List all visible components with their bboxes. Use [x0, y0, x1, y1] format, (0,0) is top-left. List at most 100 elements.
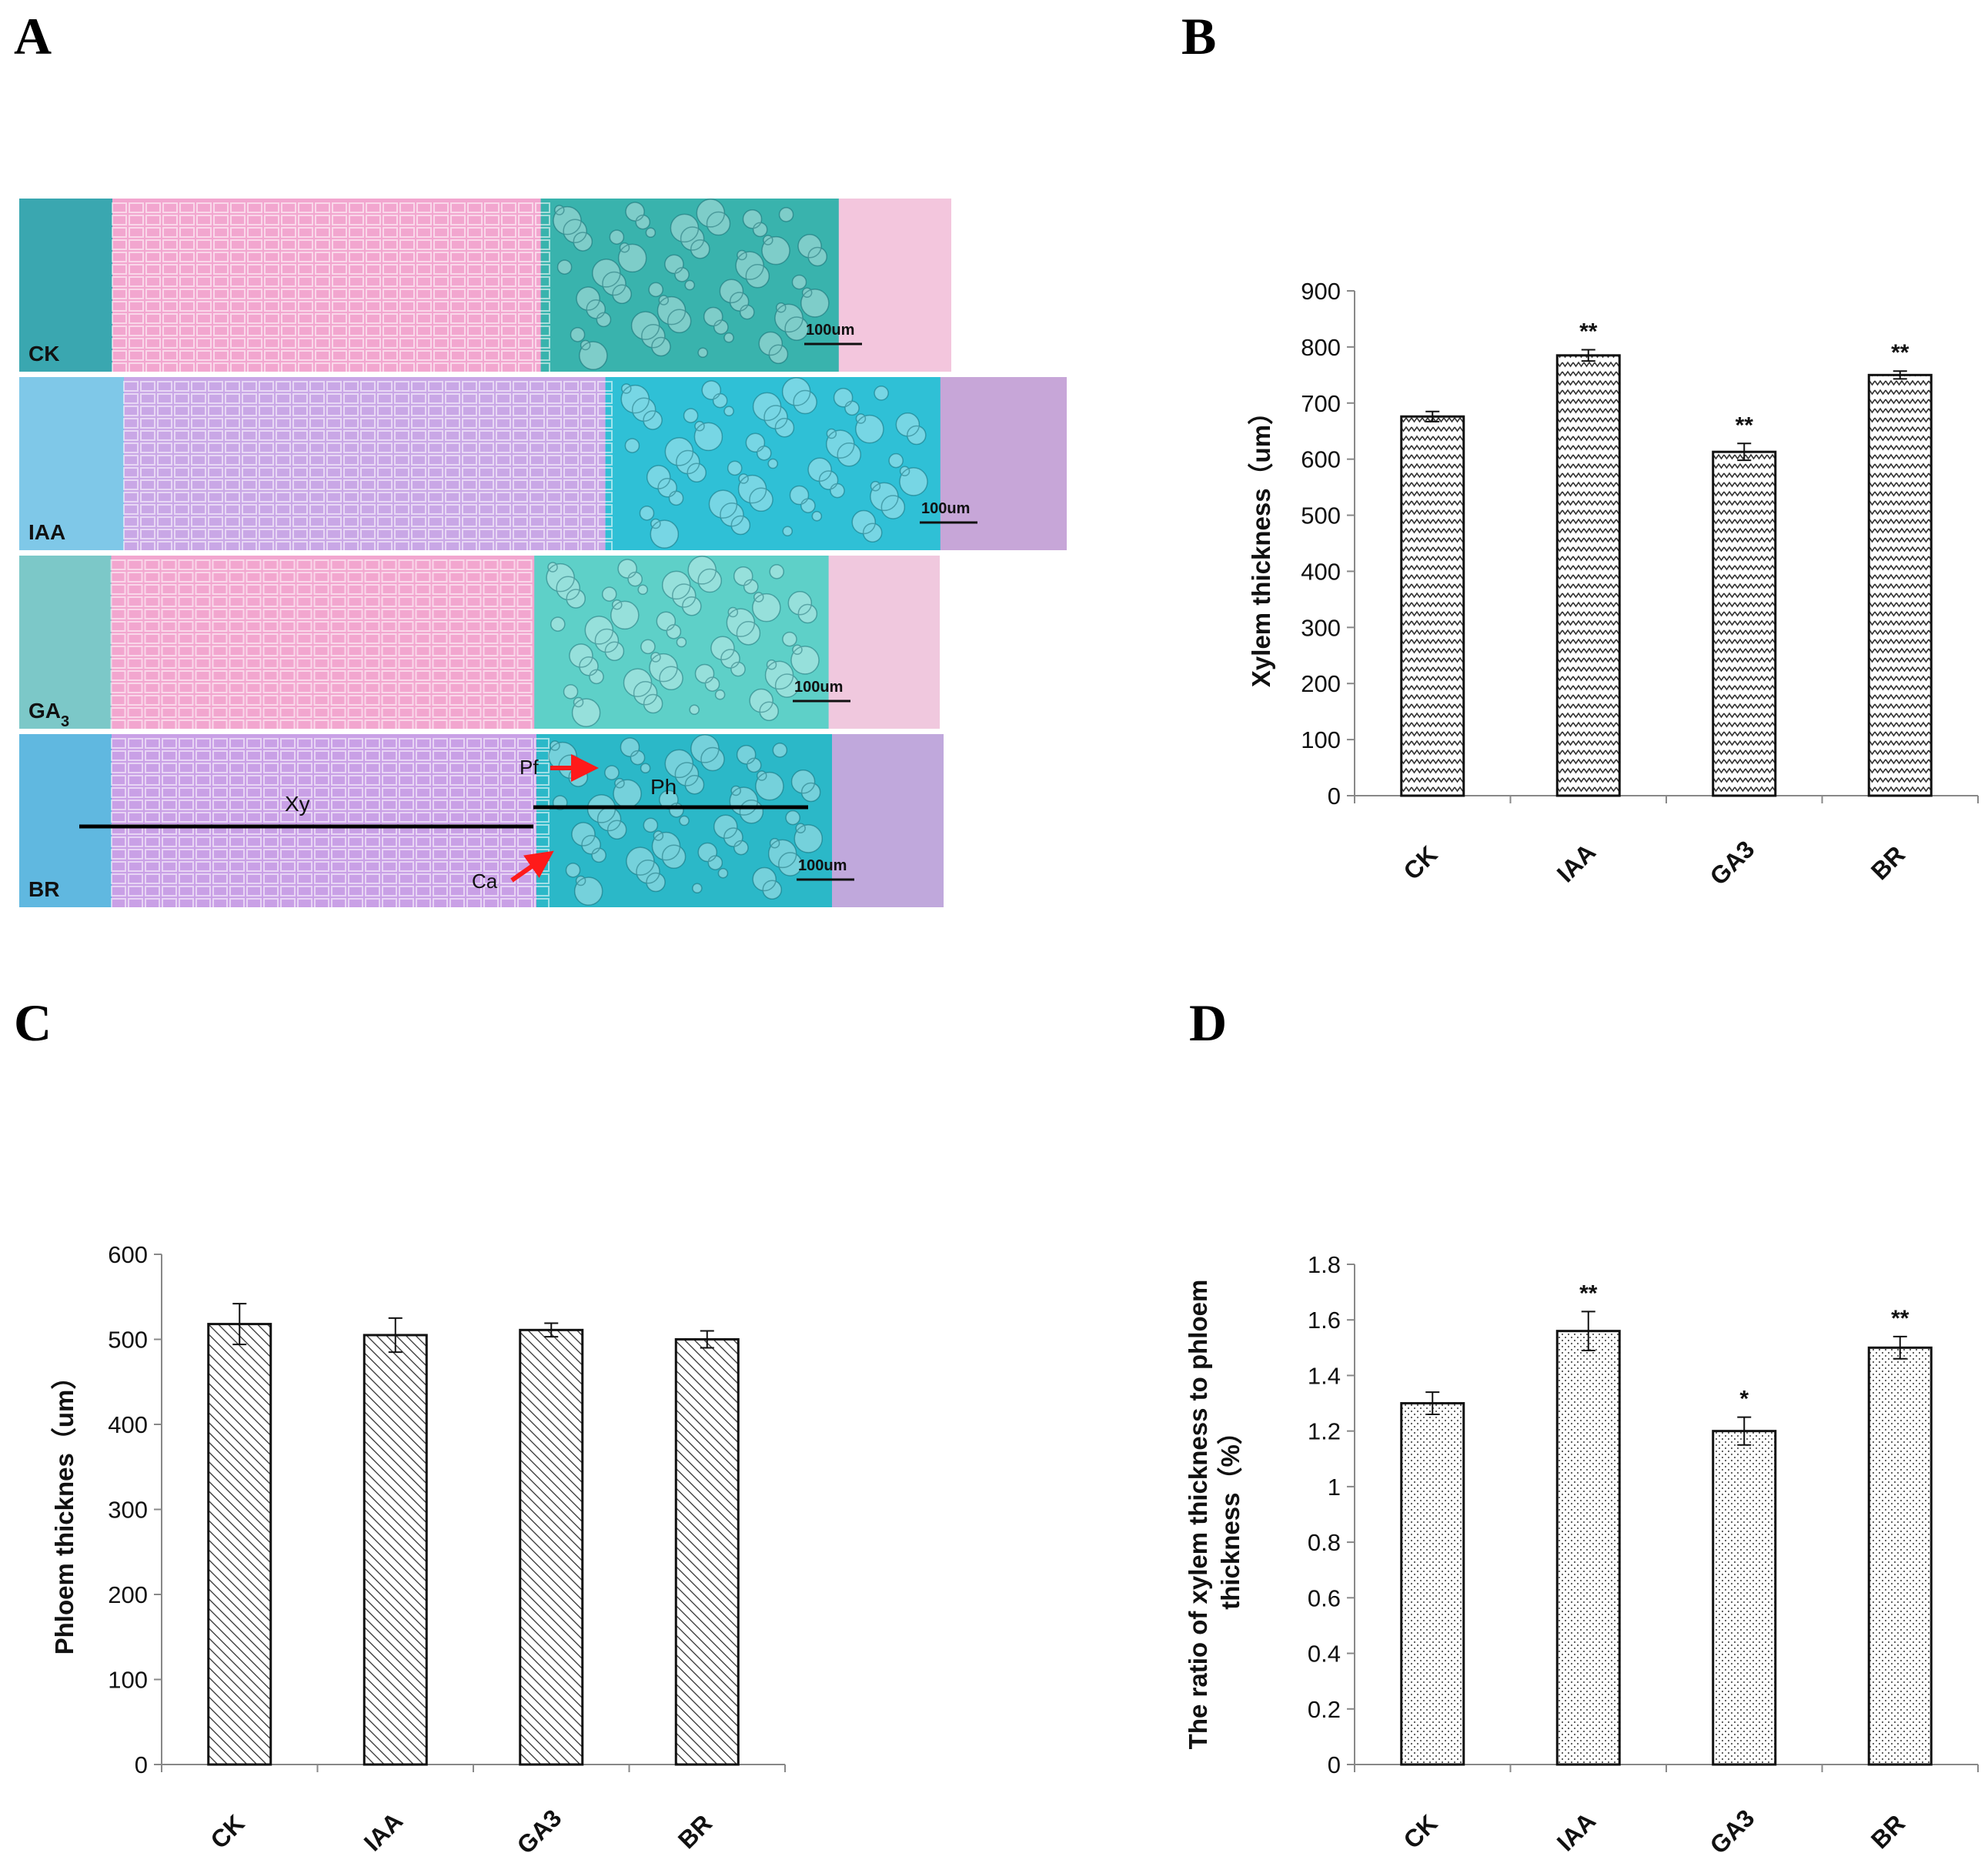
y-tick-label: 0.8	[1308, 1529, 1341, 1556]
scale-bar-label: 100um	[794, 679, 843, 696]
x-tick-label: GA3	[511, 1804, 566, 1853]
xylem-cell-texture	[112, 202, 550, 373]
y-tick-label: 100	[108, 1667, 148, 1694]
micrograph-strip-br: BR 100um	[19, 734, 944, 909]
y-tick-label: 1.4	[1308, 1362, 1341, 1389]
y-tick-label: 200	[1301, 670, 1341, 697]
y-tick-label: 700	[1301, 390, 1341, 417]
tissue-region	[19, 734, 112, 907]
tissue-region	[540, 199, 840, 372]
y-tick-label: 400	[108, 1411, 148, 1438]
scale-bar-label: 100um	[921, 500, 970, 517]
phloem-cell-texture	[553, 199, 830, 370]
strip-label: BR	[28, 877, 59, 901]
y-axis-label: thickness（%）	[1216, 1419, 1245, 1610]
chart-xylem-phloem-ratio: 0 0.2 0.4 0.6 0.8 1 1.2 1.4 1.6 1.8 CK ** IAA * GA3 ** B…	[1184, 1251, 1979, 1853]
scale-bar-label: 100um	[798, 857, 847, 874]
x-tick-label: IAA	[1552, 838, 1601, 887]
significance-marker: **	[1891, 340, 1909, 366]
y-tick-label: 1.6	[1308, 1307, 1341, 1334]
panel-label-b: B	[1181, 7, 1217, 65]
xylem-label: Xy	[285, 792, 310, 816]
tissue-region	[605, 377, 941, 550]
tissue-region	[19, 377, 125, 550]
y-tick-label: 500	[108, 1327, 148, 1354]
bar-ga3	[1712, 1430, 1777, 1766]
xylem-cell-texture	[110, 559, 533, 730]
y-tick-label: 600	[1301, 446, 1341, 473]
bar-ga3	[1712, 450, 1777, 797]
tissue-region	[19, 199, 113, 372]
tissue-region	[534, 556, 830, 729]
tissue-region	[828, 556, 940, 729]
ca-label: Ca	[472, 870, 498, 893]
phloem-label: Ph	[650, 775, 677, 799]
significance-marker: *	[1739, 1387, 1749, 1412]
bar-ck	[1400, 1402, 1465, 1766]
bar-iaa	[363, 1334, 428, 1766]
phloem-cell-texture	[546, 556, 820, 727]
micrograph-strip-iaa: IAA 100um	[19, 377, 1067, 552]
x-tick-label: CK	[205, 1809, 249, 1853]
x-tick-label: BR	[1866, 1809, 1910, 1853]
phloem-cell-texture	[620, 377, 928, 549]
y-tick-label: 400	[1301, 558, 1341, 585]
x-tick-label: CK	[1398, 1809, 1442, 1853]
chart-xylem-thickness: 0 100 200 300 400 500 600 700 800 900 CK ** IAA ** GA3…	[1247, 278, 1979, 890]
bar-iaa	[1555, 354, 1621, 797]
panel-label-c: C	[14, 993, 52, 1052]
bar-ck	[207, 1323, 272, 1766]
y-axis-label: Phloem thicknes（um）	[50, 1364, 79, 1655]
significance-marker: **	[1891, 1306, 1909, 1331]
micrograph-panel: CK 100um IAA 100um GA3 100um BR 100um Xy Ph Pf Ca	[19, 199, 1067, 909]
micrograph-strip-ck: CK 100um	[19, 199, 951, 373]
bar-br	[674, 1338, 740, 1766]
significance-marker: **	[1579, 1280, 1598, 1306]
bar-ga3	[519, 1328, 584, 1766]
y-tick-label: 1.2	[1308, 1418, 1341, 1445]
x-tick-label: IAA	[1552, 1807, 1601, 1853]
x-tick-label: CK	[1398, 840, 1442, 885]
ca-arrow	[510, 850, 554, 883]
y-tick-label: 300	[1301, 614, 1341, 641]
strip-label: IAA	[28, 520, 65, 544]
y-tick-label: 0	[135, 1751, 148, 1778]
y-axis-label: Xylem thickness（um）	[1247, 399, 1275, 687]
y-tick-label: 600	[108, 1241, 148, 1268]
tissue-region	[832, 734, 944, 907]
bar-br	[1867, 1346, 1933, 1766]
panel-label-d: D	[1189, 993, 1228, 1052]
y-tick-label: 0	[1328, 1751, 1341, 1778]
significance-marker: **	[1579, 319, 1598, 345]
y-axis-label: The ratio of xylem thickness to phloem	[1184, 1280, 1212, 1750]
y-tick-label: 0	[1328, 783, 1341, 810]
x-tick-label: GA3	[1704, 835, 1759, 890]
bar-br	[1867, 373, 1933, 797]
micrograph-strip-ga: GA3 100um	[19, 556, 940, 730]
y-tick-label: 0.6	[1308, 1584, 1341, 1611]
strip-label: CK	[28, 342, 59, 366]
pf-label: Pf	[520, 756, 539, 779]
y-tick-label: 1.8	[1308, 1251, 1341, 1278]
y-tick-label: 200	[108, 1581, 148, 1608]
xylem-cell-texture	[123, 381, 613, 552]
x-tick-label: BR	[673, 1809, 717, 1853]
bar-iaa	[1555, 1330, 1621, 1766]
tissue-region	[19, 556, 112, 729]
y-tick-label: 1	[1328, 1474, 1341, 1501]
xylem-cell-texture	[111, 738, 550, 909]
panel-label-a: A	[14, 7, 52, 65]
y-tick-label: 100	[1301, 726, 1341, 753]
phloem-cell-texture	[548, 734, 824, 906]
y-tick-label: 500	[1301, 502, 1341, 529]
x-tick-label: BR	[1866, 840, 1910, 885]
y-tick-label: 800	[1301, 334, 1341, 361]
y-tick-label: 300	[108, 1497, 148, 1524]
tissue-region	[940, 377, 1067, 550]
chart-phloem-thickness: 0 100 200 300 400 500 600 CK IAA GA3 BR Phloem thic…	[50, 1241, 786, 1853]
y-tick-label: 900	[1301, 278, 1341, 305]
tissue-region	[838, 199, 951, 372]
x-tick-label: IAA	[359, 1807, 408, 1853]
y-tick-label: 0.2	[1308, 1696, 1341, 1723]
